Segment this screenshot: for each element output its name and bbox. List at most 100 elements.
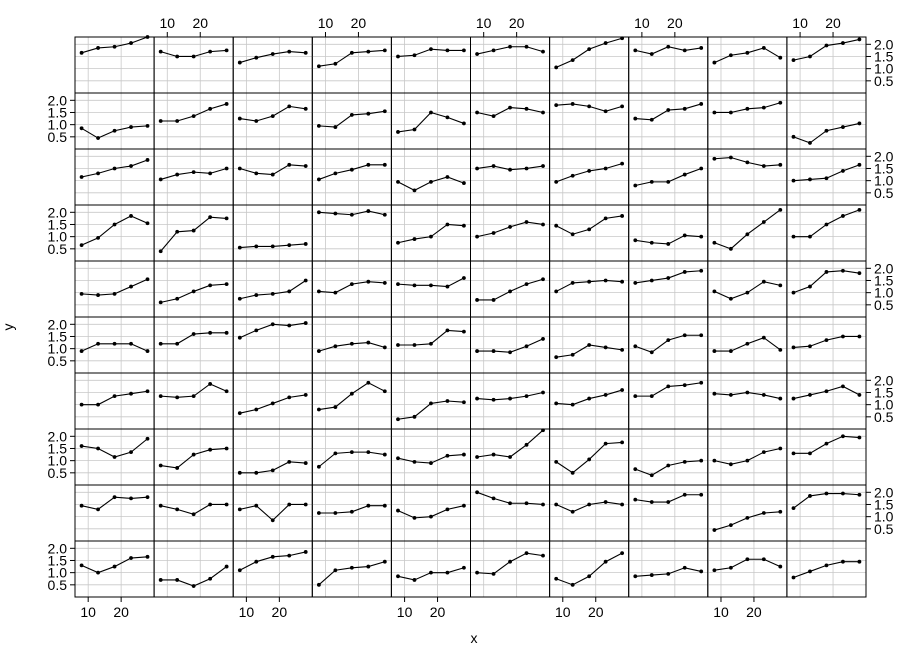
panel xyxy=(390,372,471,430)
panel xyxy=(470,92,551,150)
data-point xyxy=(841,214,845,218)
data-point xyxy=(524,44,529,49)
data-point xyxy=(603,278,608,283)
panel xyxy=(311,260,392,318)
data-point xyxy=(824,563,829,568)
panel-border xyxy=(549,484,630,542)
data-point xyxy=(287,323,292,328)
data-point xyxy=(857,37,862,42)
data-point xyxy=(224,389,229,394)
panel-border xyxy=(549,372,630,430)
data-point xyxy=(761,511,766,515)
data-point xyxy=(462,276,466,280)
panel xyxy=(153,92,234,150)
data-point xyxy=(224,216,229,221)
data-point xyxy=(587,47,592,52)
data-point xyxy=(808,393,812,397)
data-point xyxy=(603,345,608,350)
data-point xyxy=(857,121,862,126)
data-point xyxy=(287,162,292,167)
data-point xyxy=(366,564,371,569)
data-point xyxy=(570,582,575,587)
series-line xyxy=(635,334,702,353)
data-point xyxy=(112,222,117,227)
data-point xyxy=(175,466,180,470)
y-tick-label: 1.0 xyxy=(874,509,894,525)
panel-border xyxy=(232,36,313,94)
data-point xyxy=(682,172,687,177)
panel-border xyxy=(311,260,392,318)
panel-border xyxy=(549,148,630,206)
data-point xyxy=(96,507,100,512)
panel-border xyxy=(549,428,630,486)
data-point xyxy=(649,500,654,504)
data-point xyxy=(541,49,545,54)
panel-border xyxy=(232,92,313,150)
data-point xyxy=(841,334,845,339)
panel-border xyxy=(786,316,867,374)
data-point xyxy=(175,395,180,400)
data-point xyxy=(475,52,479,56)
data-point xyxy=(287,502,292,507)
data-point xyxy=(587,104,592,109)
panel xyxy=(786,540,867,598)
data-point xyxy=(79,402,84,407)
data-point xyxy=(508,350,512,355)
data-point xyxy=(349,450,354,455)
panel-border xyxy=(470,92,551,150)
data-point xyxy=(587,396,592,401)
panel-border xyxy=(390,204,471,262)
data-point xyxy=(429,234,433,239)
panel-border xyxy=(786,540,867,598)
panel-border xyxy=(232,148,313,206)
data-point xyxy=(620,388,625,392)
data-point xyxy=(620,161,625,166)
y-tick-label: 1.5 xyxy=(874,48,894,64)
panel-border xyxy=(470,316,551,374)
data-point xyxy=(287,553,292,558)
data-point xyxy=(316,511,321,515)
panel-border xyxy=(628,372,709,430)
data-point xyxy=(745,232,750,237)
data-point xyxy=(745,390,750,395)
panel xyxy=(786,148,867,206)
panel xyxy=(74,372,155,430)
data-point xyxy=(366,111,371,116)
data-point xyxy=(175,119,180,123)
panel xyxy=(153,36,234,94)
data-point xyxy=(712,289,717,294)
data-point xyxy=(412,343,417,347)
data-point xyxy=(191,114,196,119)
data-point xyxy=(857,393,862,397)
data-point xyxy=(728,462,733,467)
panel xyxy=(74,540,155,598)
panel xyxy=(311,428,392,486)
data-point xyxy=(791,178,796,183)
data-point xyxy=(761,46,766,50)
panel-border xyxy=(707,372,788,430)
data-point xyxy=(145,221,150,226)
data-point xyxy=(349,341,354,346)
data-point xyxy=(208,447,213,452)
data-point xyxy=(570,58,575,63)
panel xyxy=(628,204,709,262)
data-point xyxy=(728,53,733,58)
panel xyxy=(232,316,313,374)
data-point xyxy=(841,169,845,173)
y-tick-label: 2.0 xyxy=(48,540,68,556)
data-point xyxy=(570,173,575,178)
data-point xyxy=(412,237,417,241)
panel xyxy=(153,260,234,318)
y-axis-title: y xyxy=(0,324,16,331)
data-point xyxy=(445,48,450,53)
data-point xyxy=(208,330,213,335)
data-point xyxy=(745,50,750,55)
data-point xyxy=(287,289,292,294)
data-point xyxy=(524,442,529,447)
panel xyxy=(707,372,788,430)
panel-border xyxy=(74,148,155,206)
data-point xyxy=(666,463,671,468)
y-tick-label: 1.0 xyxy=(48,229,68,245)
data-point xyxy=(541,277,545,282)
panel-border xyxy=(232,204,313,262)
